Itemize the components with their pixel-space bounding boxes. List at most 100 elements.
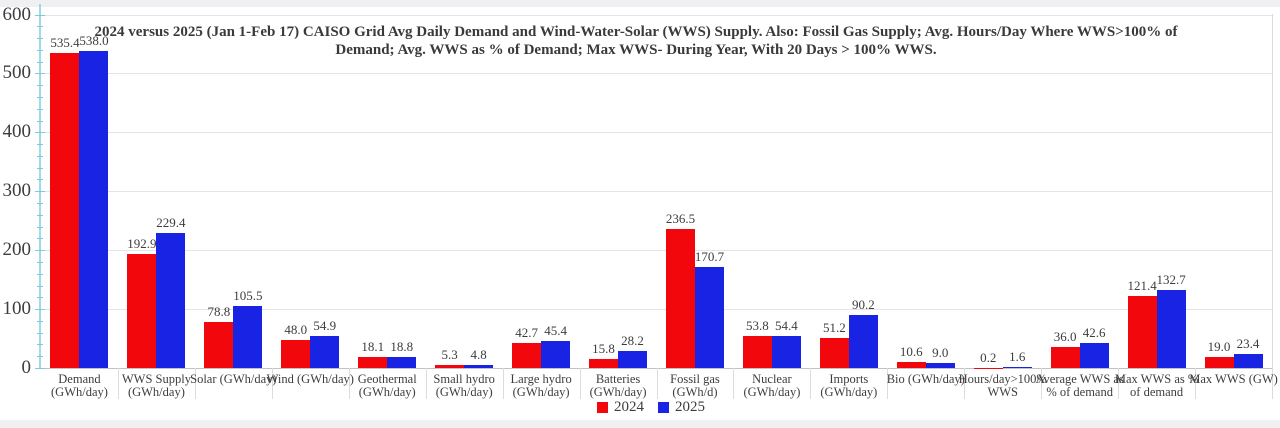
bar-value-label: 45.4 <box>544 323 567 339</box>
bar-2025-6 <box>541 341 571 368</box>
y-tick-label: 400 <box>2 121 32 143</box>
y-axis-major-tick <box>35 73 45 75</box>
bar-value-label: 48.0 <box>284 321 308 337</box>
bar-value-label: 0.2 <box>980 349 997 365</box>
bar-2025-12 <box>1002 367 1032 368</box>
bar-2025-9 <box>771 335 801 368</box>
gridline <box>41 73 1272 75</box>
category-separator <box>194 368 196 399</box>
bar-value-label: 236.5 <box>665 210 696 226</box>
y-axis-minor-tick <box>37 297 43 299</box>
category-label: Fossil gas (GWh/d) <box>670 372 720 399</box>
category-label: Batteries (GWh/day) <box>589 372 647 399</box>
category-label: Solar (GWh/day) <box>190 372 277 386</box>
y-axis-minor-tick <box>37 38 43 40</box>
bar-value-label: 23.4 <box>1236 336 1260 352</box>
top-edge-strip <box>0 0 1280 7</box>
category-label: Hours/day>100% WWS <box>958 372 1047 399</box>
y-axis-minor-tick <box>37 144 43 146</box>
legend-item-2025: 2025 <box>658 399 705 416</box>
bar-2024-4 <box>358 357 388 368</box>
y-axis-minor-tick <box>37 155 43 157</box>
y-axis-minor-tick <box>37 108 43 110</box>
category-separator <box>117 368 119 399</box>
y-tick-label: 200 <box>2 239 32 261</box>
bar-2024-8 <box>665 228 695 368</box>
bar-value-label: 121.4 <box>1127 278 1157 294</box>
category-label: Nuclear (GWh/day) <box>743 372 801 399</box>
category-separator <box>1118 368 1120 399</box>
y-tick-label: 0 <box>21 357 32 378</box>
category-label: Imports (GWh/day) <box>820 372 878 399</box>
bar-value-label: 5.3 <box>441 346 458 362</box>
gridline <box>41 191 1272 193</box>
gridline <box>41 14 1272 16</box>
category-separator <box>1041 368 1043 399</box>
bar-2024-7 <box>589 358 619 368</box>
category-separator <box>733 368 735 399</box>
category-label: Wind (GWh/day) <box>266 372 354 386</box>
chart-title-line2: Demand; Avg. WWS as % of Demand; Max WWS… <box>335 42 937 58</box>
y-axis-minor-tick <box>37 261 43 263</box>
bar-value-label: 192.9 <box>127 236 157 252</box>
category-label: Demand (GWh/day) <box>51 372 108 399</box>
bar-value-label: 538.0 <box>79 33 109 49</box>
bar-2025-10 <box>848 314 878 368</box>
category-label: Max WWS (GW) <box>1189 372 1278 386</box>
y-axis-major-tick <box>35 250 45 252</box>
category-separator <box>964 368 966 399</box>
y-axis-minor-tick <box>37 96 43 98</box>
gridline <box>41 309 1272 311</box>
y-axis-minor-tick <box>37 238 43 240</box>
y-tick-label: 300 <box>2 180 32 202</box>
y-axis-major-tick <box>35 368 45 369</box>
bar-value-label: 535.4 <box>50 34 80 50</box>
category-label: Geothermal (GWh/day) <box>357 372 417 399</box>
y-tick-label: 500 <box>2 62 32 84</box>
bar-2024-5 <box>435 364 465 368</box>
bar-value-label: 105.5 <box>233 287 263 303</box>
legend-label-2025: 2025 <box>675 399 705 415</box>
category-separator <box>502 368 504 399</box>
legend-swatch-2025-icon <box>658 402 669 413</box>
bar-2025-0 <box>79 51 109 368</box>
category-label: Bio (GWh/day) <box>886 372 965 386</box>
bar-2025-13 <box>1079 342 1109 368</box>
y-axis-major-tick <box>35 14 45 16</box>
bar-value-label: 28.2 <box>621 333 644 349</box>
bar-2025-5 <box>464 365 494 368</box>
y-axis-minor-tick <box>37 203 43 205</box>
bar-2025-15 <box>1233 354 1263 368</box>
bar-2024-15 <box>1204 356 1234 368</box>
bar-2025-4 <box>387 356 417 368</box>
y-axis-minor-tick <box>37 332 43 334</box>
bar-value-label: 15.8 <box>592 340 615 356</box>
bar-value-label: 9.0 <box>932 344 949 360</box>
category-label: Average WWS as % of demand <box>1035 372 1124 399</box>
bar-value-label: 78.8 <box>207 303 231 319</box>
bar-2024-1 <box>127 254 157 368</box>
bar-2024-13 <box>1050 346 1080 368</box>
y-axis-minor-tick <box>37 179 43 181</box>
bar-value-label: 54.4 <box>775 317 798 333</box>
bar-value-label: 18.8 <box>390 338 414 354</box>
plot-right-border <box>1272 14 1273 399</box>
bottom-edge-strip <box>0 420 1280 428</box>
category-separator <box>579 368 581 399</box>
bar-2025-7 <box>618 351 648 368</box>
bar-2024-0 <box>50 52 80 368</box>
y-axis-minor-tick <box>37 320 43 322</box>
category-separator <box>887 368 889 399</box>
y-axis-minor-tick <box>37 120 43 122</box>
category-separator <box>271 368 273 399</box>
bar-2024-2 <box>204 321 234 368</box>
bar-value-label: 90.2 <box>851 296 875 312</box>
bar-value-label: 132.7 <box>1156 271 1186 287</box>
bar-2025-2 <box>233 305 263 368</box>
bar-value-label: 42.7 <box>515 324 538 340</box>
bar-value-label: 51.2 <box>822 319 846 335</box>
bar-2025-8 <box>694 267 724 368</box>
legend-swatch-2024-icon <box>597 402 608 413</box>
